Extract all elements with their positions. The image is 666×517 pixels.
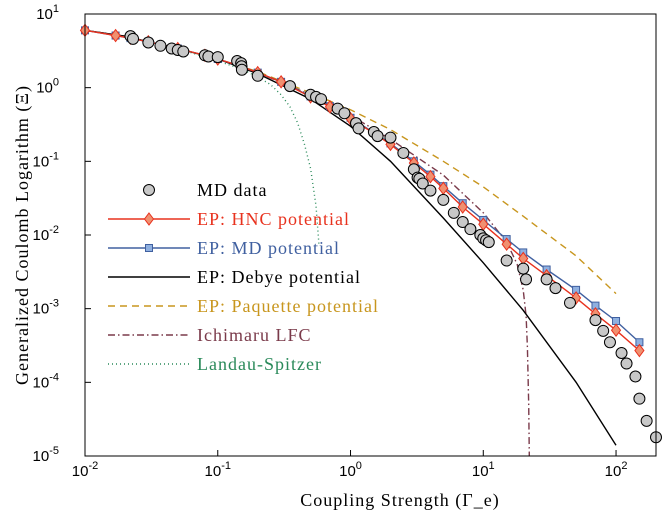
legend-item: EP: MD potential — [108, 238, 340, 258]
plot-background — [85, 14, 656, 456]
data-point — [235, 63, 248, 76]
data-point — [610, 323, 622, 338]
x-tick-label: 10-2 — [72, 460, 98, 480]
data-point — [275, 75, 287, 89]
y-tick-label: 10-4 — [33, 371, 59, 391]
data-point — [142, 36, 155, 49]
legend-item: EP: HNC potential — [108, 209, 350, 229]
legend-item: EP: Paquette potential — [108, 296, 379, 316]
legend-label: MD data — [197, 180, 267, 200]
data-point — [563, 296, 576, 309]
data-point — [447, 206, 460, 219]
x-axis-title: Coupling Strength (Γ_e) — [300, 490, 499, 511]
plot-area — [79, 13, 662, 457]
legend-marker — [145, 244, 153, 252]
y-tick-label: 10-2 — [33, 224, 59, 244]
legend-marker — [143, 184, 155, 196]
data-point — [629, 370, 642, 383]
data-point — [251, 69, 264, 82]
data-point — [634, 343, 645, 358]
data-point — [620, 357, 633, 370]
legend-label: Ichimaru LFC — [197, 325, 311, 345]
data-point — [640, 414, 653, 427]
data-point — [589, 314, 602, 327]
data-point — [425, 169, 436, 184]
series-ep-paquette-potential — [84, 29, 617, 295]
data-point — [540, 273, 553, 286]
legend-item: EP: Debye potential — [108, 267, 361, 287]
data-point — [464, 223, 477, 236]
data-point — [283, 80, 296, 93]
data-point — [633, 392, 646, 405]
data-point — [549, 282, 562, 295]
y-tick-label: 10-3 — [33, 298, 59, 318]
data-point — [424, 184, 437, 197]
legend-item: Landau-Spitzer — [108, 354, 322, 374]
series-md-data — [124, 30, 662, 444]
data-point — [110, 28, 121, 43]
data-point — [457, 200, 468, 214]
legend-marker — [143, 212, 155, 226]
data-point — [384, 131, 397, 144]
y-tick-label: 10-5 — [33, 445, 59, 465]
legend-label: EP: Debye potential — [197, 267, 361, 287]
data-point — [603, 336, 616, 349]
x-tick-label: 10-1 — [205, 460, 231, 480]
y-tick-label: 100 — [36, 77, 59, 97]
data-point — [371, 130, 384, 143]
data-point — [597, 324, 610, 337]
data-point — [416, 177, 429, 190]
data-point — [154, 39, 167, 52]
data-point — [127, 32, 140, 45]
data-point — [315, 93, 328, 106]
legend-label: EP: HNC potential — [197, 209, 350, 229]
y-tick-label: 101 — [36, 3, 59, 23]
data-point — [437, 193, 450, 206]
x-tick-label: 100 — [339, 460, 362, 480]
legend-item: Ichimaru LFC — [108, 325, 311, 345]
data-point — [211, 51, 224, 64]
data-point — [500, 254, 513, 267]
data-point — [352, 122, 365, 135]
y-axis: 10-5 10-4 10-3 10-2 10-1 100 101 — [33, 3, 91, 465]
x-tick-label: 101 — [472, 460, 495, 480]
legend-label: EP: Paquette potential — [197, 296, 379, 316]
data-point — [456, 216, 469, 229]
data-point — [520, 273, 533, 286]
series-line — [84, 29, 617, 295]
data-point — [397, 146, 410, 159]
legend-label: EP: MD potential — [197, 238, 340, 258]
data-point — [338, 107, 351, 120]
legend-label: Landau-Spitzer — [197, 354, 322, 374]
data-point — [177, 45, 190, 58]
legend: MD data EP: HNC potential EP: MD potential… — [108, 180, 379, 374]
y-axis-title: Generalized Coulomb Logarithm (Ξ) — [12, 85, 33, 385]
data-point — [615, 347, 628, 360]
y-tick-label: 10-1 — [33, 150, 59, 170]
data-point — [482, 236, 495, 249]
x-tick-label: 102 — [605, 460, 628, 480]
data-point — [517, 262, 530, 275]
data-point — [501, 237, 512, 252]
series-layer — [79, 23, 662, 457]
legend-item: MD data — [143, 180, 267, 200]
